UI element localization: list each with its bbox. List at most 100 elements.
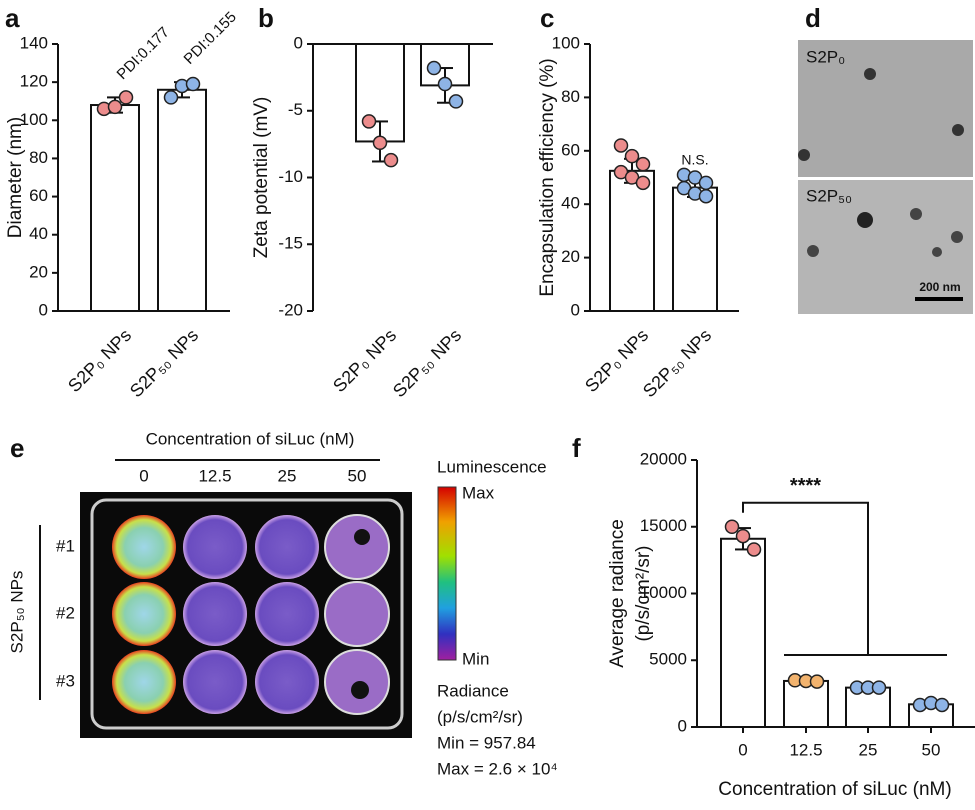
y-tick-label: 0: [39, 300, 48, 319]
y-tick-label: 15000: [640, 516, 687, 535]
column-label: 0: [139, 466, 148, 485]
data-point: [185, 76, 201, 92]
y-tick-label: 80: [561, 87, 580, 106]
particle: [952, 124, 964, 136]
x-tick-label: S2P₅₀ NPs: [389, 325, 465, 401]
image-panel-e: e Concentration of siLuc (nM) 0 12.5 25 …: [7, 429, 557, 778]
data-point: [624, 148, 640, 164]
y-axis-label: Encapsulation efficiency (%): [537, 58, 558, 296]
spot: [351, 681, 369, 699]
legend-text: Radiance: [437, 681, 509, 700]
particle: [798, 149, 810, 161]
x-tick-label: S2P₅₀ NPs: [126, 325, 202, 401]
y-tick-label: 140: [20, 33, 48, 52]
data-point: [934, 697, 950, 713]
x-tick-label: 25: [859, 740, 878, 759]
y-axis-label: Diameter (nm): [5, 117, 26, 238]
y-axis-label: Zeta potential (mV): [251, 97, 272, 259]
well: [112, 650, 176, 714]
significance-label: ****: [790, 475, 821, 497]
tem-image: [798, 180, 973, 314]
panel-label: e: [10, 433, 24, 463]
panel-label: d: [805, 3, 821, 33]
legend-text: Max = 2.6 × 10⁴: [437, 759, 558, 778]
panel-label: a: [5, 3, 20, 33]
data-point: [698, 188, 714, 204]
data-point: [724, 519, 740, 534]
data-point: [383, 152, 399, 168]
y-tick-label: 10000: [640, 583, 687, 602]
well: [324, 581, 390, 647]
scale-bar: [915, 297, 963, 301]
data-point: [735, 528, 751, 544]
annotation: N.S.: [681, 152, 708, 168]
y-tick-label: 100: [552, 33, 580, 52]
y-tick-label: 40: [29, 224, 48, 243]
annotation: PDI:0.155: [181, 9, 240, 68]
bar: [672, 186, 718, 312]
x-tick-label: S2P₅₀ NPs: [639, 325, 715, 401]
data-point: [426, 60, 442, 76]
data-point: [746, 542, 762, 557]
color-bar: [437, 486, 457, 661]
spot: [354, 529, 370, 545]
x-tick-label: 50: [922, 740, 941, 759]
well: [183, 582, 247, 646]
image-label: S2P₀: [806, 47, 845, 66]
y-tick-label: 60: [29, 186, 48, 205]
y-tick-label: 20: [29, 262, 48, 281]
y-tick-label: -10: [278, 167, 303, 186]
y-tick-label: 0: [294, 33, 303, 52]
well: [255, 582, 319, 646]
image-title: Concentration of siLuc (nM): [146, 429, 355, 448]
x-tick-label: 12.5: [789, 740, 822, 759]
row-title: S2P₅₀ NPs: [7, 571, 26, 654]
y-tick-label: 100: [20, 110, 48, 129]
y-tick-label: 0: [678, 716, 687, 735]
panel-label: c: [540, 3, 554, 33]
y-tick-label: 80: [29, 148, 48, 167]
bar: [157, 88, 207, 313]
data-point: [448, 94, 464, 109]
particle: [932, 247, 942, 257]
well: [324, 514, 390, 580]
data-point: [107, 99, 123, 115]
particle: [910, 208, 922, 220]
y-tick-label: 0: [571, 300, 580, 319]
data-point: [698, 175, 714, 191]
y-tick-label: -5: [288, 100, 303, 119]
y-axis-label: Average radiance: [607, 519, 628, 668]
data-point: [437, 76, 453, 92]
data-point: [361, 114, 377, 129]
y-tick-label: 20: [561, 247, 580, 266]
data-point: [118, 90, 134, 105]
bar: [90, 104, 140, 313]
row-label: #1: [56, 536, 75, 555]
legend-text: Min = 957.84: [437, 733, 536, 752]
x-tick-label: 0: [738, 740, 747, 759]
y-tick-label: 40: [561, 194, 580, 213]
panel-label: f: [572, 433, 581, 463]
well: [112, 582, 176, 646]
particle: [857, 212, 873, 228]
y-tick-label: -15: [278, 234, 303, 253]
data-point: [635, 156, 651, 172]
annotation: PDI:0.177: [114, 24, 173, 83]
particle: [951, 231, 963, 243]
data-point: [613, 138, 629, 153]
well: [183, 515, 247, 579]
bar: [609, 169, 655, 312]
particle: [807, 245, 819, 257]
well: [255, 650, 319, 714]
particle: [864, 68, 876, 80]
data-point: [163, 90, 179, 105]
bar: [783, 679, 829, 729]
y-tick-label: -20: [278, 300, 303, 319]
data-point: [809, 674, 825, 689]
y-tick-label: 60: [561, 140, 580, 159]
row-label: #3: [56, 671, 75, 690]
well: [112, 515, 176, 579]
x-tick-label: S2P₀ NPs: [64, 325, 135, 396]
well: [183, 650, 247, 714]
